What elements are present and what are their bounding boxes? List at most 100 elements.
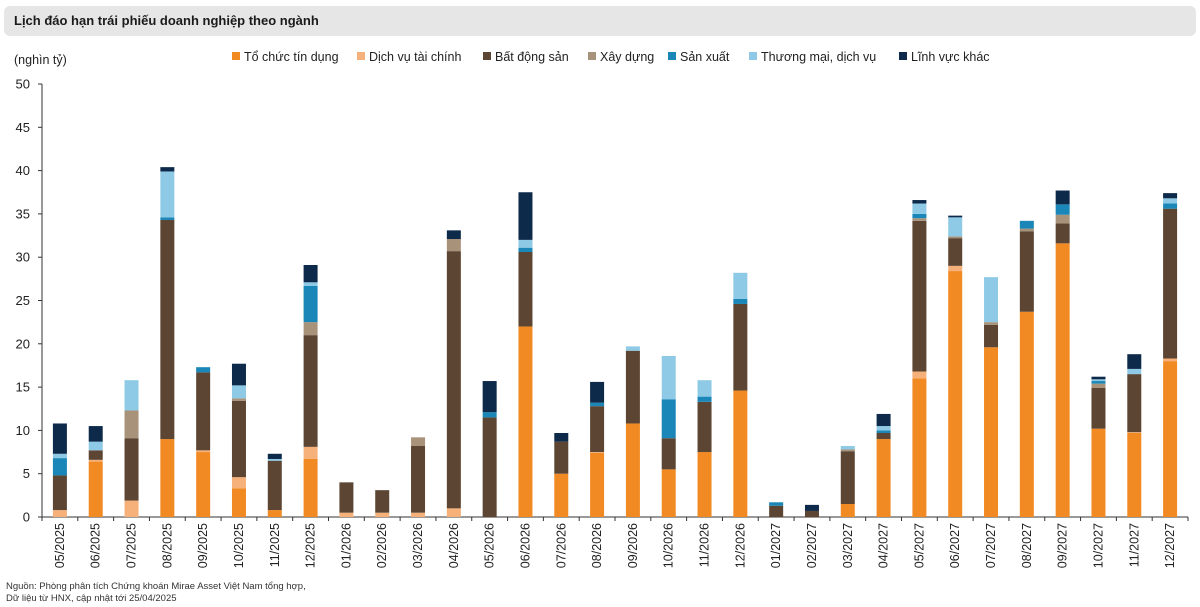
page-title: Lịch đáo hạn trái phiếu doanh nghiệp the…	[14, 13, 319, 28]
x-tick-label: 10/2026	[662, 523, 676, 568]
y-axis-label: (nghìn tỷ)	[14, 53, 67, 67]
bar-segment	[1019, 231, 1034, 312]
bar-segment	[52, 423, 67, 454]
bar-segment	[124, 500, 139, 517]
bar-segment	[769, 502, 784, 506]
bar-segment	[661, 355, 676, 400]
bar-segment	[303, 335, 318, 447]
bar-segment	[482, 412, 497, 418]
bar-segment	[1091, 387, 1106, 429]
x-tick-label: 11/2025	[268, 523, 282, 567]
x-tick-label: 10/2027	[1091, 523, 1105, 568]
bar-segment	[840, 504, 855, 517]
bar-segment	[733, 390, 748, 517]
bar-segment	[446, 508, 461, 517]
bar-segment	[625, 350, 640, 424]
bar-segment	[769, 505, 784, 517]
x-tick-label: 11/2026	[698, 523, 712, 567]
x-tick-label: 09/2026	[626, 523, 640, 568]
bar-segment	[1055, 243, 1070, 517]
bar-segment	[1163, 208, 1178, 359]
bar-segment	[267, 460, 282, 511]
bar-segment	[912, 200, 927, 204]
bar-segment	[88, 461, 103, 517]
bar-segment	[1091, 381, 1106, 384]
bar-segment	[876, 413, 891, 427]
bar-segment	[518, 247, 533, 253]
legend-label: Thương mại, dịch vụ	[761, 50, 876, 64]
bar-segment	[1091, 383, 1106, 388]
legend-swatch	[668, 52, 676, 60]
x-tick-label: 12/2027	[1163, 523, 1177, 568]
bar-segment	[840, 451, 855, 505]
bar-segment	[1055, 223, 1070, 244]
y-tick-label: 5	[23, 466, 30, 481]
bar-segment	[984, 324, 999, 348]
bar-segment	[52, 475, 67, 511]
x-tick-label: 05/2026	[483, 523, 497, 568]
bar-segment	[518, 252, 533, 327]
bar-segment	[590, 402, 605, 407]
bar-segment	[733, 272, 748, 299]
bar-segment	[948, 215, 963, 218]
bar-segment	[303, 285, 318, 323]
bar-segment	[52, 458, 67, 476]
bar-segment	[1019, 311, 1034, 517]
bar-segment	[661, 399, 676, 439]
bar-segment	[1091, 376, 1106, 380]
bar-segment	[733, 298, 748, 304]
bar-segment	[876, 439, 891, 517]
bar-segment	[840, 449, 855, 452]
bar-segment	[160, 167, 175, 172]
bar-segment	[411, 445, 426, 513]
bar-segment	[948, 217, 963, 237]
bar-segment	[697, 401, 712, 453]
bar-segment	[267, 510, 282, 517]
bar-segment	[231, 477, 246, 489]
bar-segment	[124, 410, 139, 439]
bar-segment	[1163, 203, 1178, 209]
x-tick-label: 05/2027	[912, 523, 926, 568]
bar-segment	[267, 453, 282, 459]
bar-segment	[1019, 220, 1034, 229]
bar-segment	[303, 282, 318, 286]
bar-segment	[52, 510, 67, 517]
legend-label: Xây dựng	[600, 50, 654, 64]
y-tick-label: 25	[16, 293, 30, 308]
bar-segment	[482, 417, 497, 517]
bar-segment	[303, 322, 318, 336]
x-tick-label: 09/2025	[196, 523, 210, 568]
legend-label: Bất động sản	[495, 50, 569, 64]
bar-segment	[88, 441, 103, 451]
x-tick-label: 02/2027	[805, 523, 819, 568]
title-bar: Lịch đáo hạn trái phiếu doanh nghiệp the…	[4, 6, 1196, 36]
bar-segment	[554, 441, 569, 474]
bar-segment	[1055, 214, 1070, 224]
bar-segment	[1127, 432, 1142, 433]
x-tick-label: 07/2026	[554, 523, 568, 568]
y-tick-label: 40	[16, 163, 30, 178]
bar-segment	[697, 396, 712, 402]
x-tick-label: 10/2025	[232, 523, 246, 568]
bar-segment	[661, 438, 676, 470]
bar-segment	[554, 473, 569, 517]
bar-segment	[590, 406, 605, 453]
legend-swatch	[483, 52, 491, 60]
x-tick-label: 08/2025	[160, 523, 174, 568]
bar-segment	[231, 398, 246, 401]
bar-segment	[876, 430, 891, 433]
x-tick-label: 06/2026	[518, 523, 532, 568]
bar-segment	[267, 458, 282, 461]
bar-segment	[840, 445, 855, 450]
x-tick-label: 07/2025	[125, 523, 139, 568]
legend-swatch	[357, 52, 365, 60]
y-tick-label: 0	[23, 510, 30, 525]
source-note: Nguồn: Phòng phân tích Chứng khoán Mirae…	[6, 581, 306, 605]
bar-segment	[984, 277, 999, 323]
bar-segment	[1127, 374, 1142, 433]
legend-label: Tổ chức tín dụng	[244, 50, 339, 64]
bar-segment	[948, 271, 963, 517]
bar-segment	[733, 303, 748, 391]
bar-segment	[554, 432, 569, 442]
bar-segment	[590, 381, 605, 403]
